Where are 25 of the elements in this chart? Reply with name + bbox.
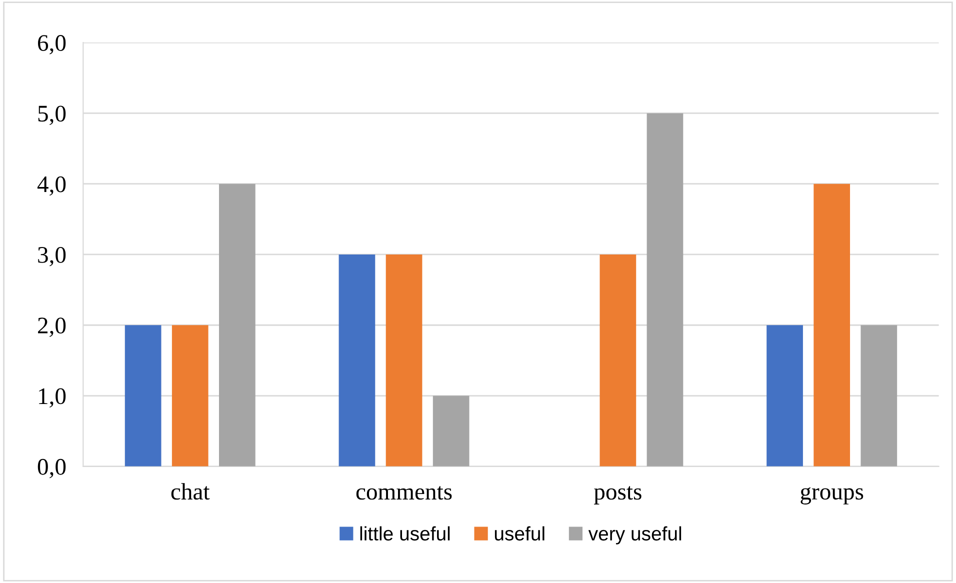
x-tick-label: chat <box>171 483 210 500</box>
bar <box>172 325 208 466</box>
legend-label: very useful <box>588 526 682 544</box>
legend-label: useful <box>494 526 544 541</box>
bar <box>432 396 470 466</box>
y-tick-label: 3,0 <box>38 246 66 266</box>
x-tick-label: groups <box>800 487 864 504</box>
y-tick-label: 6,0 <box>38 35 66 54</box>
bar <box>338 254 376 466</box>
y-tick-label: 2,0 <box>38 318 66 337</box>
y-tick-label: 1,0 <box>39 388 66 408</box>
legend-label: little useful <box>360 526 450 541</box>
y-tick-label: 4,0 <box>37 176 66 196</box>
y-tick-label: 5,0 <box>38 106 66 126</box>
bar <box>219 184 256 466</box>
bar <box>814 184 850 466</box>
bar <box>386 254 422 466</box>
y-tick-label: 0,0 <box>38 458 66 478</box>
bar <box>646 113 684 466</box>
bar <box>600 254 636 466</box>
bar <box>124 325 162 466</box>
x-tick-label: posts <box>594 486 642 504</box>
x-tick-label: comments <box>356 486 452 500</box>
bar <box>860 325 898 466</box>
bar <box>766 325 803 466</box>
